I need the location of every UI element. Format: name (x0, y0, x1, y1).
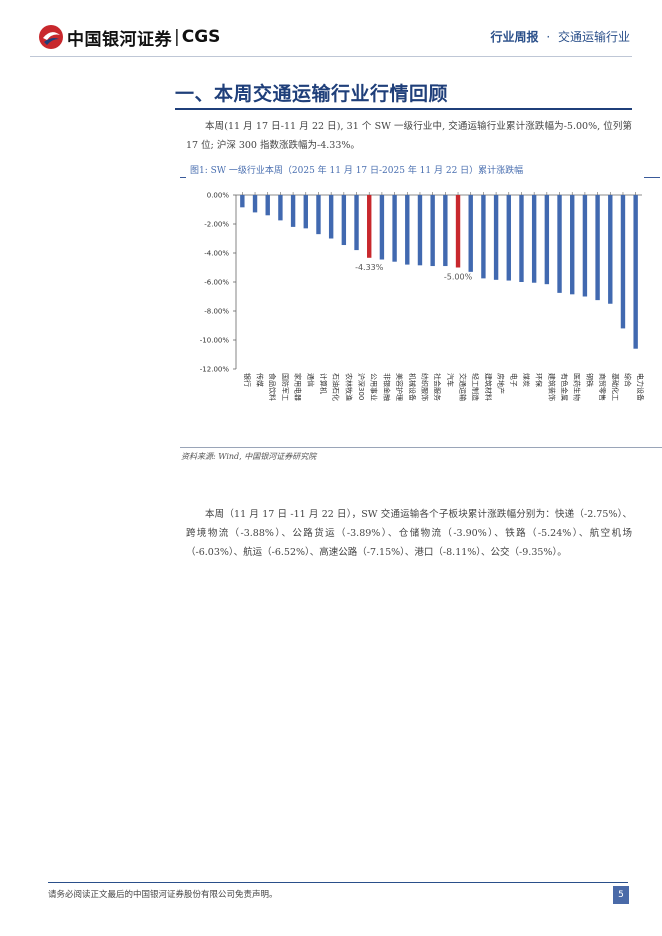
bar-25 (544, 195, 550, 285)
header-divider (30, 56, 632, 57)
figure-source: 资料来源: Wind, 中国银河证券研究院 (181, 452, 317, 461)
cgs-logo-icon (39, 25, 63, 49)
bar-10 (354, 195, 359, 251)
footer-divider (48, 882, 628, 883)
bar-6 (303, 195, 308, 229)
x-tick-label: 电子 (509, 373, 518, 387)
x-tick-label: 国防军工 (281, 373, 290, 401)
header-dot: · (546, 30, 551, 44)
bar-17 (443, 195, 448, 267)
x-tick-label: 非银金融 (382, 373, 391, 401)
x-tick-label: 汽车 (446, 373, 455, 387)
bar-7 (316, 195, 321, 235)
bar-12 (379, 195, 385, 260)
x-tick-label: 沪深300 (357, 373, 366, 400)
x-tick-label: 通信 (306, 373, 315, 387)
x-tick-label: 传媒 (256, 373, 265, 387)
bar-19 (468, 195, 473, 272)
x-tick-label: 建筑装饰 (547, 373, 556, 401)
subsector-paragraph: 本周（11 月 17 日 -11 月 22 日），SW 交通运输各个子板块累计涨… (186, 509, 632, 558)
figure-title-rule-left (180, 177, 186, 178)
x-tick-label: 美容护理 (395, 373, 404, 401)
x-tick-label: 纺织服饰 (420, 373, 429, 401)
section-title-underline (175, 108, 632, 110)
data-label: -5.00% (444, 273, 473, 282)
bar-16 (430, 195, 435, 267)
bar-18 (455, 195, 461, 268)
bar-14 (405, 195, 410, 265)
bar-13 (392, 195, 397, 262)
y-tick-label: 0.00% (207, 192, 230, 200)
bar-11 (367, 195, 372, 258)
x-tick-label: 综合 (623, 373, 632, 387)
footer-disclaimer: 请务必阅读正文最后的中国银河证券股份有限公司免责声明。 (48, 890, 278, 900)
bar-23 (519, 195, 524, 282)
x-tick-label: 公用事业 (370, 373, 379, 401)
x-tick-label: 机械设备 (408, 373, 417, 401)
y-tick-label: -8.00% (204, 308, 229, 316)
figure-title-rule-right (644, 177, 660, 178)
bar-28 (582, 195, 588, 297)
bar-29 (595, 195, 600, 301)
report-industry: 交通运输行业 (557, 30, 630, 44)
bar-4 (278, 195, 283, 221)
x-tick-label: 农林牧渔 (344, 373, 353, 401)
bar-31 (620, 195, 626, 329)
x-tick-label: 交通运输 (459, 373, 468, 401)
page-number: 5 (613, 886, 629, 904)
x-tick-label: 有色金属 (560, 373, 569, 401)
bar-26 (557, 195, 562, 293)
report-type: 行业周报 (490, 30, 539, 44)
x-tick-label: 煤炭 (522, 373, 531, 387)
bar-15 (417, 195, 423, 266)
x-tick-label: 建筑材料 (484, 373, 493, 401)
x-tick-label: 基础化工 (611, 373, 620, 401)
x-tick-label: 电力设备 (636, 373, 645, 401)
x-tick-label: 银行 (243, 373, 252, 387)
bar-2 (252, 195, 258, 213)
brand-name: 中国银河证券 (67, 29, 172, 50)
x-tick-label: 环保 (535, 373, 544, 387)
y-tick-label: -10.00% (200, 337, 230, 345)
y-tick-label: -2.00% (204, 221, 229, 229)
x-tick-label: 社会服务 (433, 373, 442, 401)
x-tick-label: 家用电器 (294, 373, 303, 401)
bar-8 (328, 195, 334, 239)
section-title: 一、本周交通运输行业行情回顾 (175, 83, 449, 105)
bar-9 (341, 195, 347, 246)
intro-paragraph: 本周(11 月 17 日-11 月 22 日), 31 个 SW 一级行业中, … (186, 121, 632, 151)
brand-code: CGS (181, 27, 221, 47)
brand-separator: | (174, 27, 180, 47)
bar-21 (493, 195, 499, 280)
figure-title: 图1: SW 一级行业本周（2025 年 11 月 17 日-2025 年 11… (190, 166, 524, 176)
x-tick-label: 房地产 (497, 373, 506, 394)
report-category: 行业周报 · 交通运输行业 (490, 28, 630, 45)
brand-logo: 中国银河证券 | CGS (38, 24, 220, 50)
bar-5 (290, 195, 296, 227)
x-tick-label: 轻工制造 (471, 373, 480, 401)
bar-32 (633, 195, 638, 349)
industry-return-bar-chart: 0.00% -2.00% -4.00% -6.00% -8.00% -10.00% -12.… (200, 192, 645, 402)
bar-20 (481, 195, 486, 279)
y-tick-label: -6.00% (204, 279, 229, 287)
x-tick-label: 商贸零售 (598, 373, 607, 401)
x-tick-label: 钢铁 (585, 373, 594, 387)
data-label: -4.33% (355, 263, 384, 272)
x-tick-label: 医药生物 (573, 373, 582, 401)
x-tick-label: 石油石化 (332, 373, 341, 401)
bar-24 (531, 195, 537, 283)
bar-27 (570, 195, 575, 295)
bar-1 (240, 195, 245, 208)
y-tick-label: -4.00% (204, 250, 229, 258)
source-divider (180, 447, 662, 448)
bar-30 (608, 195, 613, 304)
bar-3 (265, 195, 270, 216)
y-tick-label: -12.00% (200, 366, 230, 374)
x-tick-label: 计算机 (319, 373, 328, 394)
bar-22 (506, 195, 511, 281)
x-tick-label: 食品饮料 (268, 373, 277, 401)
